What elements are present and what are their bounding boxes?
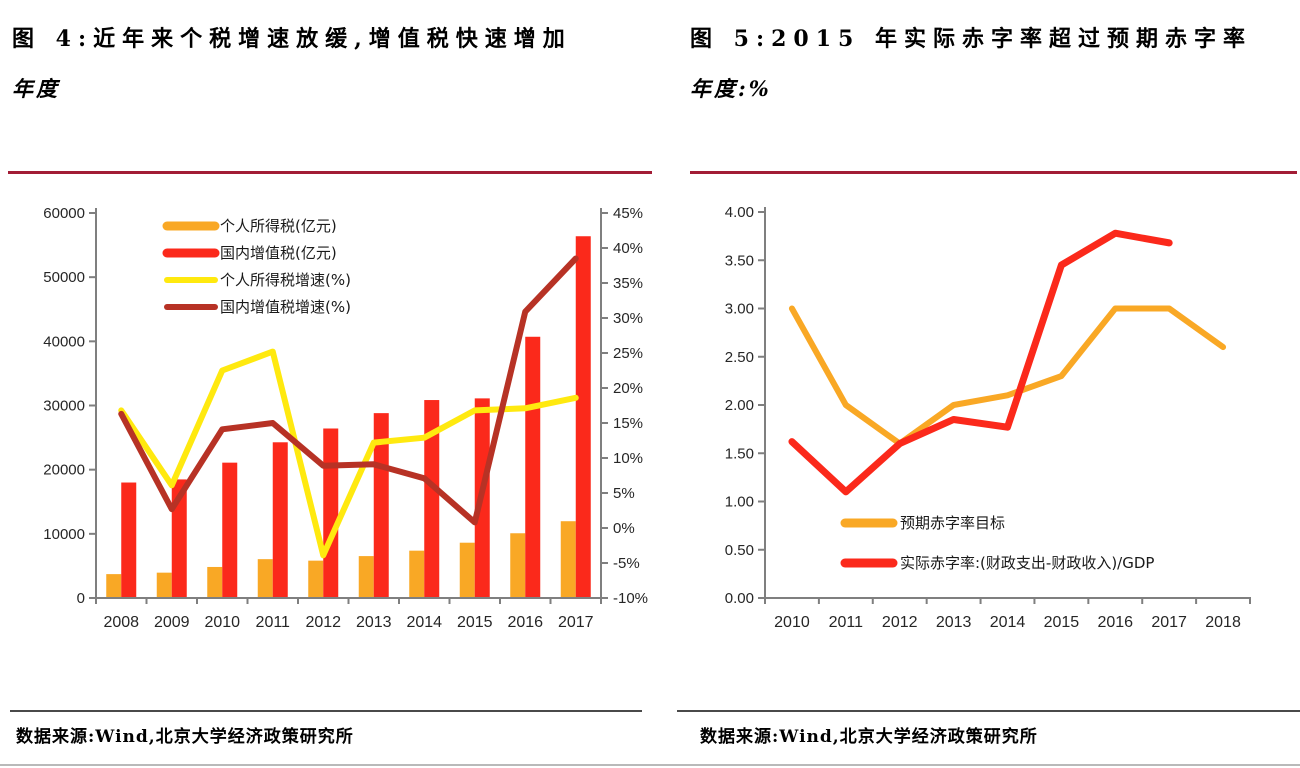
figure4-subtitle: 年度 — [12, 76, 60, 101]
x-axis-label: 2012 — [882, 614, 918, 631]
y-axis-label: 3.50 — [725, 252, 754, 269]
legend-label-1: 国内增值税(亿元) — [220, 244, 337, 262]
figure4-chart: 0 10000 20000 30000 40000 50000 60000 -10% -5% 0%… — [43, 205, 648, 631]
y-axis-label: 4.00 — [725, 204, 754, 221]
y-axis-label: 3.00 — [725, 301, 754, 318]
bar-series0-2012 — [308, 560, 324, 598]
bar-series1-2011 — [272, 442, 288, 598]
trend-line-1 — [788, 229, 1173, 496]
y-axis-label: 1.00 — [725, 494, 754, 511]
x-axis-label: 2014 — [406, 614, 442, 631]
secondary-y-axis-label: 35% — [613, 275, 643, 292]
secondary-y-axis-label: 15% — [613, 415, 643, 432]
x-axis-label: 2012 — [305, 614, 341, 631]
x-axis-label: 2008 — [103, 614, 139, 631]
bar-series0-2015 — [459, 542, 475, 598]
trend-line-1 — [118, 255, 579, 526]
legend-label-0: 预期赤字率目标 — [900, 514, 1005, 532]
bar-series1-2009 — [171, 479, 187, 598]
bar-series0-2017 — [560, 521, 576, 598]
figure5-header: 图 5:2015 年实际赤字率超过预期赤字率 年度:% — [660, 6, 1300, 112]
figure4-source: 数据来源:Wind,北京大学经济政策研究所 — [16, 727, 354, 747]
figure4-source-rule — [10, 710, 642, 712]
bar-series0-2010 — [207, 566, 223, 598]
figure5-title: 图 5:2015 年实际赤字率超过预期赤字率 — [690, 26, 1252, 52]
y-axis-label: 10000 — [43, 526, 85, 543]
secondary-y-axis-label: 20% — [613, 380, 643, 397]
y-axis-label: 2.50 — [725, 349, 754, 366]
legend-label-2: 个人所得税增速(%) — [220, 271, 351, 289]
x-axis-label: 2011 — [829, 614, 864, 631]
page-bottom-rule — [0, 764, 1300, 766]
legend-label-1: 实际赤字率:(财政支出-财政收入)/GDP — [900, 554, 1154, 572]
bar-series1-2012 — [323, 428, 339, 598]
bar-series1-2010 — [222, 462, 238, 598]
bar-series0-2008 — [106, 574, 122, 598]
secondary-y-axis-label: 10% — [613, 450, 643, 467]
secondary-y-axis-label: 0% — [613, 520, 635, 537]
legend-label-0: 个人所得税(亿元) — [220, 217, 337, 235]
trend-line-0 — [788, 305, 1227, 447]
bar-series1-2016 — [525, 336, 541, 598]
secondary-y-axis-label: -5% — [613, 555, 640, 572]
x-axis-label: 2014 — [990, 614, 1026, 631]
secondary-y-axis-label: 25% — [613, 345, 643, 362]
figure5-source-rule — [677, 710, 1300, 712]
legend-label-3: 国内增值税增速(%) — [220, 298, 351, 316]
secondary-y-axis-label: 30% — [613, 310, 643, 327]
secondary-y-axis-label: -10% — [613, 590, 648, 607]
y-axis-label: 0.50 — [725, 542, 754, 559]
bar-series1-2017 — [575, 236, 591, 599]
bar-series0-2013 — [358, 556, 374, 598]
secondary-y-axis-label: 45% — [613, 205, 643, 222]
figure5-chart: 0.00 0.50 1.00 1.50 2.00 2.50 3.00 3.50 4.00 2010… — [725, 204, 1251, 631]
figure5-source: 数据来源:Wind,北京大学经济政策研究所 — [700, 727, 1038, 747]
figure4-title: 图 4:近年来个税增速放缓,增值税快速增加 — [12, 26, 572, 52]
x-axis-label: 2010 — [774, 614, 810, 631]
figure5-subtitle: 年度:% — [690, 76, 772, 101]
y-axis-label: 2.00 — [725, 397, 754, 414]
y-axis-label: 50000 — [43, 269, 85, 286]
y-axis-label: 40000 — [43, 333, 85, 350]
x-axis-label: 2013 — [356, 614, 392, 631]
x-axis-label: 2013 — [936, 614, 972, 631]
secondary-y-axis-label: 40% — [613, 240, 643, 257]
y-axis-label: 20000 — [43, 462, 85, 479]
figure4-header: 图 4:近年来个税增速放缓,增值税快速增加 年度 — [8, 6, 652, 112]
x-axis-label: 2018 — [1205, 614, 1241, 631]
figure5-title-rule — [690, 171, 1297, 174]
bar-series1-2008 — [121, 482, 137, 598]
figure4-title-rule — [8, 171, 652, 174]
bar-series0-2011 — [257, 559, 273, 598]
x-axis-label: 2017 — [1151, 614, 1187, 631]
y-axis-label: 30000 — [43, 398, 85, 415]
bar-series0-2009 — [156, 572, 172, 598]
y-axis-label: 0.00 — [725, 590, 754, 607]
x-axis-label: 2015 — [1044, 614, 1080, 631]
x-axis-label: 2009 — [154, 614, 190, 631]
bar-series0-2016 — [510, 533, 526, 598]
y-axis-label: 60000 — [43, 205, 85, 222]
y-axis-label: 0 — [77, 590, 85, 607]
x-axis-label: 2017 — [558, 614, 594, 631]
x-axis-label: 2015 — [457, 614, 493, 631]
bar-series1-2014 — [424, 400, 440, 598]
secondary-y-axis-label: 5% — [613, 485, 635, 502]
x-axis-label: 2016 — [507, 614, 543, 631]
y-axis-label: 1.50 — [725, 445, 754, 462]
bar-series0-2014 — [409, 550, 425, 598]
x-axis-label: 2010 — [204, 614, 240, 631]
x-axis-label: 2011 — [256, 614, 291, 631]
bar-series1-2013 — [373, 413, 389, 598]
x-axis-label: 2016 — [1097, 614, 1133, 631]
